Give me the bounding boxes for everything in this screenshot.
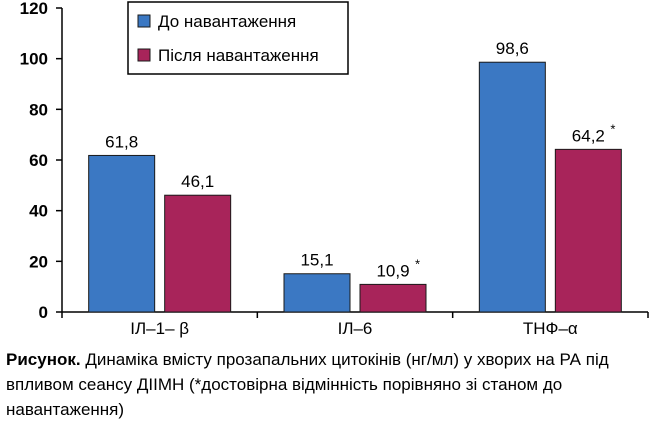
category-label: ІЛ–6: [338, 319, 373, 338]
bar: [554, 148, 622, 313]
legend: До навантаження Після навантаження: [127, 1, 349, 75]
significance-marker: *: [415, 256, 420, 271]
y-tick-label: 40: [29, 202, 48, 221]
legend-box: [127, 1, 349, 75]
legend-swatch: [137, 48, 151, 62]
y-tick-label: 0: [39, 303, 48, 322]
y-tick-label: 80: [29, 100, 48, 119]
value-label: 98,6: [496, 39, 529, 58]
caption-text: Динаміка вмісту прозапальних цитокінів (…: [6, 350, 609, 419]
value-label: 15,1: [300, 251, 333, 270]
bar: [283, 273, 351, 313]
bar: [164, 194, 232, 313]
value-label: 46,1: [181, 172, 214, 191]
y-tick-label: 100: [20, 50, 48, 69]
legend-label: До навантаження: [158, 12, 296, 31]
y-tick-label: 120: [20, 0, 48, 18]
y-tick-label: 20: [29, 252, 48, 271]
legend-swatch: [137, 14, 151, 28]
figure-caption: Рисунок. Динаміка вмісту прозапальних ци…: [6, 347, 646, 422]
bar: [359, 283, 427, 313]
category-label: ТНФ–α: [523, 319, 578, 338]
value-label: 64,2: [572, 126, 605, 145]
caption-lead: Рисунок.: [6, 350, 81, 369]
cytokine-bar-chart: 0 20 40 60 80 100 120 ІЛ–1– β ІЛ–6 ТНФ–α 61,8 15,…: [20, 0, 649, 338]
legend-label: Після навантаження: [158, 46, 319, 65]
significance-marker: *: [610, 121, 615, 136]
value-label: 10,9: [376, 261, 409, 280]
y-tick-label: 60: [29, 151, 48, 170]
bar: [478, 61, 546, 313]
category-label: ІЛ–1– β: [130, 319, 189, 338]
y-axis: 0 20 40 60 80 100 120: [20, 0, 63, 322]
bar: [88, 154, 156, 313]
value-label: 61,8: [105, 132, 138, 151]
x-axis: ІЛ–1– β ІЛ–6 ТНФ–α: [61, 311, 649, 338]
bars: 61,8 15,1 98,6 46,1 10,9 * 64,2 *: [88, 39, 622, 313]
